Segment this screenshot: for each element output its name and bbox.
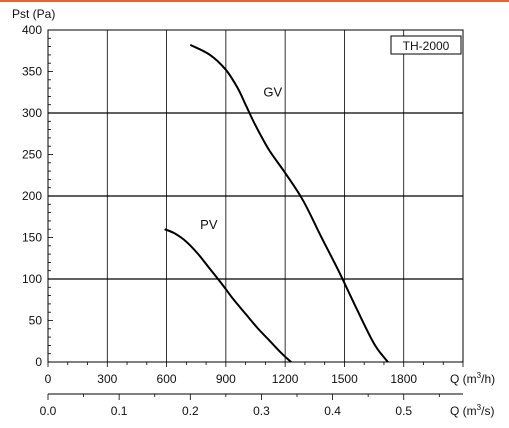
y-tick-label: 150	[22, 231, 42, 245]
y-tick-label: 200	[22, 189, 42, 203]
x-tick-label: 1500	[331, 372, 358, 386]
x-tick-label: 1800	[390, 372, 417, 386]
x-tick-label: 300	[97, 372, 117, 386]
y-axis-label: Pst (Pa)	[12, 7, 55, 21]
x2-tick-label: 0.5	[395, 404, 412, 418]
curve-label-gv: GV	[263, 84, 282, 99]
y-tick-label: 350	[22, 65, 42, 79]
series-line-pv	[164, 228, 292, 363]
x2-tick-label: 0.1	[111, 404, 128, 418]
x2-tick-label: 0.0	[40, 404, 57, 418]
x-tick-label: 600	[157, 372, 177, 386]
x2-axis-label: Q (m3/s)	[450, 403, 494, 418]
legend-label: TH-2000	[403, 39, 450, 53]
curve-label-pv: PV	[200, 217, 218, 232]
legend-box: TH-2000	[390, 35, 462, 55]
y-tick-label: 250	[22, 148, 42, 162]
x-axis-label: Q (m3/h)	[450, 371, 495, 386]
series-line-gv	[189, 44, 389, 363]
x2-tick-label: 0.4	[324, 404, 341, 418]
y-tick-label: 50	[29, 314, 43, 328]
y-tick-label: 400	[22, 23, 42, 37]
x2-tick-label: 0.3	[253, 404, 270, 418]
x-tick-label: 0	[45, 372, 52, 386]
header-accent-line	[0, 0, 509, 2]
y-tick-label: 300	[22, 106, 42, 120]
y-tick-label: 100	[22, 272, 42, 286]
x-tick-label: 900	[216, 372, 236, 386]
x-tick-label: 1200	[272, 372, 299, 386]
x2-tick-label: 0.2	[182, 404, 199, 418]
y-tick-label: 0	[35, 355, 42, 369]
